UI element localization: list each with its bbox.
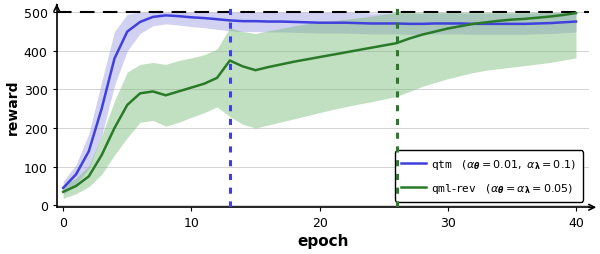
Legend: $\mathtt{qtm}$   ($\alpha_{\boldsymbol{\theta}} = 0.01,\ \alpha_{\boldsymbol{\la: $\mathtt{qtm}$ ($\alpha_{\boldsymbol{\th…	[395, 151, 583, 202]
X-axis label: epoch: epoch	[297, 233, 349, 248]
Y-axis label: reward: reward	[5, 79, 20, 134]
